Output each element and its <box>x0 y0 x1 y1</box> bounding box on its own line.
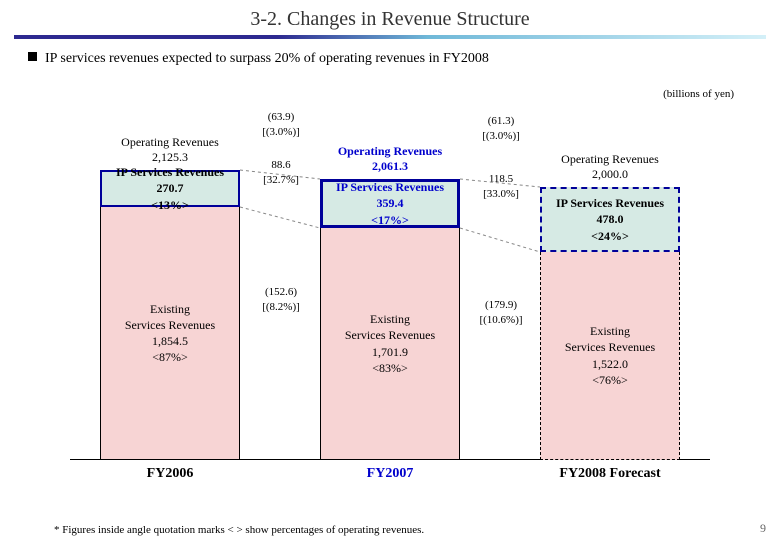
top-label-fy2007: Operating Revenues2,061.3 <box>290 144 490 175</box>
revenue-chart: IP Services Revenues270.7<13%>ExistingSe… <box>0 100 780 500</box>
xlabel-fy2007: FY2007 <box>300 466 480 482</box>
xlabel-fy2008: FY2008 Forecast <box>520 466 700 482</box>
delta-4: 118.5[33.0%] <box>465 172 537 202</box>
existing-segment-fy2006: ExistingServices Revenues1,854.5<87%> <box>100 207 240 460</box>
ip-segment-fy2006: IP Services Revenues270.7<13%> <box>100 170 240 207</box>
ip-segment-fy2007: IP Services Revenues359.4<17%> <box>320 179 460 228</box>
bullet-icon <box>28 52 37 61</box>
ip-segment-fy2008: IP Services Revenues478.0<24%> <box>540 187 680 252</box>
top-label-fy2006: Operating Revenues2,125.3 <box>70 135 270 166</box>
existing-segment-fy2007: ExistingServices Revenues1,701.9<83%> <box>320 228 460 460</box>
bar-fy2006: IP Services Revenues270.7<13%>ExistingSe… <box>100 170 240 460</box>
delta-1: 88.6[32.7%] <box>245 158 317 188</box>
bar-fy2007: IP Services Revenues359.4<17%>ExistingSe… <box>320 179 460 460</box>
unit-label: (billions of yen) <box>663 88 734 100</box>
bullet-label: IP services revenues expected to surpass… <box>45 51 489 66</box>
delta-0: (63.9)[(3.0%)] <box>245 110 317 140</box>
top-label-fy2008: Operating Revenues2,000.0 <box>510 152 710 183</box>
xlabel-fy2006: FY2006 <box>80 466 260 482</box>
delta-2: (152.6)[(8.2%)] <box>245 285 317 315</box>
bullet-text: IP services revenues expected to surpass… <box>0 39 780 71</box>
delta-3: (61.3)[(3.0%)] <box>465 114 537 144</box>
footnote: * Figures inside angle quotation marks <… <box>54 524 424 536</box>
existing-segment-fy2008: ExistingServices Revenues1,522.0<76%> <box>540 252 680 460</box>
delta-5: (179.9)[(10.6%)] <box>465 298 537 328</box>
page-number: 9 <box>760 521 766 536</box>
bar-fy2008: IP Services Revenues478.0<24%>ExistingSe… <box>540 187 680 460</box>
page-title: 3-2. Changes in Revenue Structure <box>0 0 780 35</box>
